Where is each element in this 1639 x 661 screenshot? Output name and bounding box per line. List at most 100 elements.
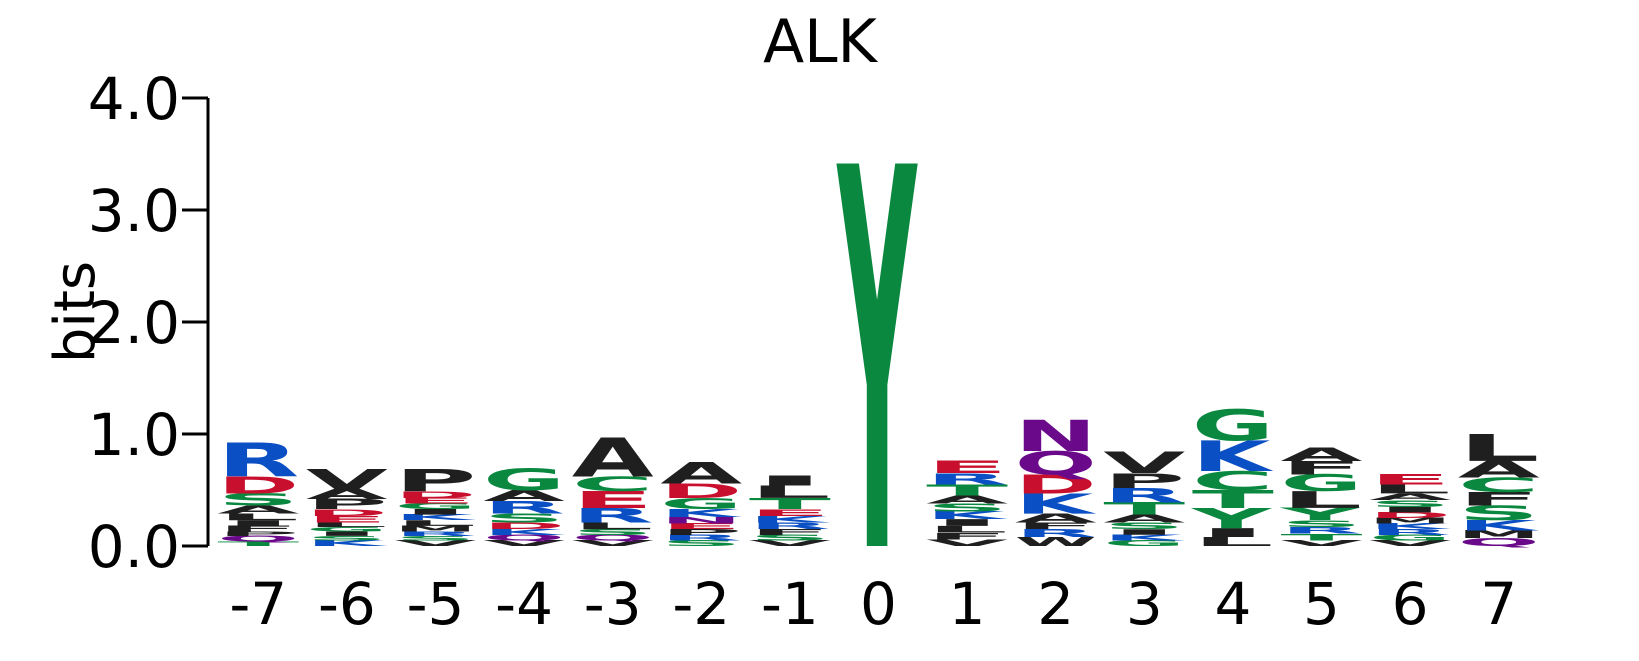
logo-stack: Y: [836, 60, 918, 661]
logo-letter: L: [926, 524, 1008, 535]
logo-letter: R: [749, 521, 831, 532]
logo-letter: T: [926, 481, 1008, 499]
x-tick-label: -3: [584, 570, 642, 638]
logo-letter: L: [306, 521, 388, 528]
logo-letter: K: [1015, 488, 1097, 520]
logo-letter: C: [1192, 466, 1274, 496]
logo-letter: L: [1281, 487, 1363, 514]
logo-letter: K: [749, 514, 831, 525]
logo-letter: V: [306, 464, 388, 496]
logo-letter: K: [306, 539, 388, 548]
logo-letter: F: [1015, 521, 1097, 532]
logo-letter: E: [572, 487, 654, 514]
logo-letter: V: [395, 539, 477, 548]
x-axis-ticks: -7 -6 -5 -4 -3 -2 -1 0 1 2 3 4 5 6 7: [229, 570, 1517, 638]
letter-stacks: TQPFILASDRKSIGLEDPAVVSRMLKIGEDPVQKDSRAGV…: [217, 60, 1540, 661]
logo-letter: I: [749, 473, 831, 489]
x-tick-label: -4: [495, 570, 553, 638]
logo-letter: Q: [1015, 444, 1097, 482]
logo-letter: T: [1103, 499, 1186, 519]
logo-letter: S: [306, 535, 388, 542]
logo-letter: G: [1103, 539, 1185, 548]
logo-letter: A: [1281, 444, 1363, 466]
logo-letter: P: [395, 463, 477, 499]
x-tick-label: 0: [860, 570, 897, 638]
logo-letter: K: [660, 507, 742, 520]
logo-letter: S: [395, 535, 477, 542]
y-axis-ticks: 0.0 1.0 2.0 3.0 4.0: [88, 65, 208, 581]
logo-letter: S: [660, 539, 742, 548]
logo-letter: F: [749, 528, 831, 537]
logo-letter: A: [660, 457, 742, 491]
logo-letter: D: [483, 521, 565, 532]
x-tick-label: -1: [761, 570, 819, 638]
logo-letter: F: [217, 524, 299, 533]
logo-letter: G: [1192, 402, 1274, 452]
logo-letter: G: [306, 526, 388, 533]
y-tick-label: 4.0: [88, 65, 180, 133]
x-tick-label: -5: [407, 570, 465, 638]
logo-letter: D: [1015, 470, 1097, 500]
logo-letter: E: [395, 496, 477, 505]
logo-letter: C: [1458, 474, 1540, 497]
x-tick-label: 2: [1037, 570, 1074, 638]
x-tick-label: -6: [318, 570, 376, 638]
logo-letter: R: [1015, 527, 1097, 539]
logo-letter: V: [1281, 539, 1363, 548]
logo-letter: I: [1369, 505, 1451, 514]
x-tick-label: 6: [1392, 570, 1429, 638]
logo-letter: S: [483, 511, 565, 525]
logo-letter: V: [572, 539, 654, 548]
logo-letter: G: [483, 463, 565, 497]
logo-letter: V: [1103, 447, 1185, 481]
logo-letter: T: [1281, 532, 1363, 543]
logo-letter: I: [1192, 526, 1274, 540]
logo-letter: G: [660, 495, 742, 513]
logo-letter: E: [660, 522, 742, 531]
logo-letter: V: [926, 537, 1008, 548]
logo-letter: I: [217, 519, 299, 528]
logo-letter: A: [1015, 511, 1097, 525]
logo-letter: R: [1369, 528, 1451, 537]
logo-letter: S: [749, 533, 831, 542]
logo-letter: G: [1281, 470, 1363, 497]
logo-letter: N: [1015, 411, 1097, 461]
logo-letter: R: [1103, 484, 1185, 507]
logo-letter: S: [217, 490, 299, 510]
logo-letter: S: [1458, 502, 1540, 525]
logo-letter: K: [1369, 522, 1451, 531]
logo-letter: M: [1369, 517, 1451, 526]
logo-letter: A: [1369, 492, 1451, 503]
logo-letter: A: [1103, 512, 1185, 525]
logo-letter: R: [926, 470, 1008, 488]
logo-letter: T: [749, 495, 831, 513]
logo-letter: D: [395, 489, 477, 500]
logo-letter: D: [217, 472, 299, 499]
x-tick-label: 3: [1126, 570, 1163, 638]
logo-letter: I: [1103, 528, 1185, 537]
logo-letter: K: [483, 528, 565, 537]
logo-letter: I: [926, 517, 1008, 528]
logo-letter: L: [1192, 535, 1274, 549]
y-tick-label: 3.0: [88, 177, 180, 245]
logo-letter: Y: [1279, 505, 1361, 525]
logo-letter: A: [926, 493, 1008, 506]
logo-letter: R: [217, 434, 299, 487]
chart-title: ALK: [763, 7, 878, 77]
logo-letter: R: [660, 533, 742, 542]
logo-letter: S: [1369, 498, 1451, 509]
logo-letter: V: [749, 539, 831, 548]
logo-letter: E: [1369, 472, 1451, 488]
y-tick-label: 0.0: [88, 513, 180, 581]
logo-letter: G: [1369, 533, 1451, 542]
logo-letter: Q: [483, 533, 565, 542]
logo-letter: P: [1103, 469, 1185, 492]
x-tick-label: 4: [1214, 570, 1251, 638]
logo-letter: A: [217, 504, 299, 517]
